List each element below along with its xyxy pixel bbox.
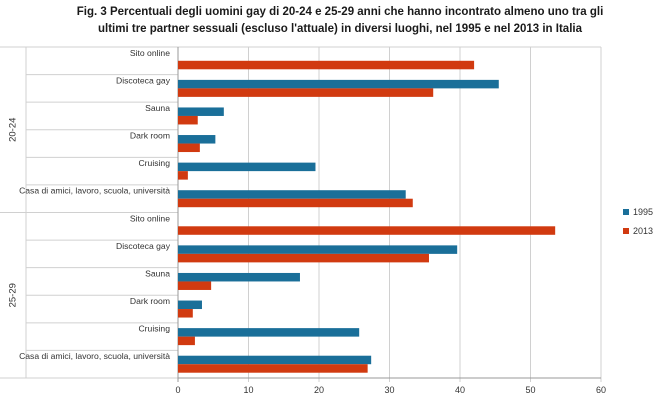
category-label: Sito online <box>130 48 170 58</box>
bar-2013 <box>178 60 475 70</box>
bar-2013 <box>178 115 198 125</box>
legend-swatch-2013 <box>623 228 629 234</box>
bar-1995 <box>178 162 316 172</box>
bar-1995 <box>178 190 406 199</box>
bar-2013 <box>178 364 368 373</box>
category-label: Discoteca gay <box>116 75 171 85</box>
bar-2013 <box>178 281 212 290</box>
x-tick-label: 60 <box>596 385 606 395</box>
category-label: Cruising <box>138 324 170 334</box>
category-label: Sauna <box>145 103 170 113</box>
bar-2013 <box>178 309 193 318</box>
bar-1995 <box>178 135 216 144</box>
bar-2013 <box>178 253 429 263</box>
legend-swatch-1995 <box>623 209 629 215</box>
x-tick-label: 50 <box>525 385 535 395</box>
chart-title-line-1: Fig. 3 Percentuali degli uomini gay di 2… <box>76 6 604 18</box>
category-label: Sito online <box>130 213 170 223</box>
bar-2013 <box>178 143 200 153</box>
group-label: 25-29 <box>8 283 19 307</box>
bar-1995 <box>178 107 224 116</box>
bar-2013 <box>178 171 188 180</box>
bar-1995 <box>178 245 458 254</box>
category-label: Casa di amici, lavoro, scuola, universit… <box>19 186 170 196</box>
bar-1995 <box>178 272 300 282</box>
bar-2013 <box>178 336 195 346</box>
bar-2013 <box>178 88 434 97</box>
category-label: Dark room <box>130 296 170 306</box>
category-label: Discoteca gay <box>116 241 171 251</box>
bar-2013 <box>178 198 413 208</box>
x-tick-label: 0 <box>175 385 180 395</box>
x-tick-label: 10 <box>243 385 253 395</box>
bar-1995 <box>178 300 202 310</box>
x-tick-label: 40 <box>455 385 465 395</box>
category-label: Sauna <box>145 268 170 278</box>
bar-2013 <box>178 226 556 235</box>
chart-title-line-2: ultimi tre partner sessuali (escluso l'a… <box>98 23 582 35</box>
group-label: 20-24 <box>8 118 19 142</box>
bar-1995 <box>178 79 499 89</box>
bar-1995 <box>178 328 360 337</box>
bar-1995 <box>178 355 372 365</box>
category-label: Cruising <box>138 158 170 168</box>
x-tick-label: 30 <box>384 385 394 395</box>
legend-label: 1995 <box>633 207 653 217</box>
chart-title: Fig. 3 Percentuali degli uomini gay di 2… <box>40 4 640 38</box>
category-label: Casa di amici, lavoro, scuola, universit… <box>19 351 170 361</box>
x-tick-label: 20 <box>314 385 324 395</box>
legend-label: 2013 <box>633 226 653 236</box>
category-label: Dark room <box>130 131 170 141</box>
